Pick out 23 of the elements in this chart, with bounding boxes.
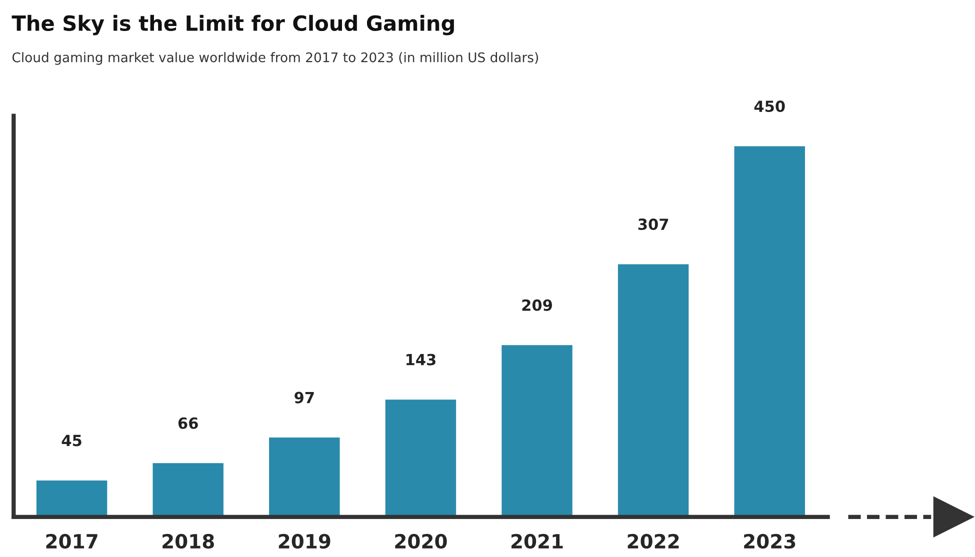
data-label: 307 (638, 218, 668, 230)
data-label: 143 (406, 354, 436, 366)
data-label: 45 (62, 434, 82, 446)
data-label: 66 (178, 417, 198, 429)
x-tick-label: 2018 (162, 534, 214, 549)
x-tick-label: 2023 (744, 534, 796, 549)
chart-subtitle: Cloud gaming market value worldwide from 2017 to 2023 (in million US dollars) (12, 52, 538, 65)
x-tick-label: 2021 (511, 534, 563, 549)
data-label: 209 (522, 299, 552, 311)
x-tick-label: 2019 (278, 534, 330, 549)
bar (268, 436, 342, 517)
bar (616, 262, 690, 517)
bar (500, 344, 574, 517)
data-label: 97 (294, 392, 314, 404)
bar (35, 479, 109, 517)
x-tick-label: 2020 (395, 534, 447, 549)
bar (151, 462, 225, 517)
x-tick-label: 2022 (628, 534, 679, 549)
chart-title: The Sky is the Limit for Cloud Gaming (12, 14, 454, 36)
data-label: 450 (754, 100, 785, 112)
bar (732, 144, 806, 517)
x-tick-label: 2017 (46, 534, 98, 549)
bar (384, 398, 458, 517)
